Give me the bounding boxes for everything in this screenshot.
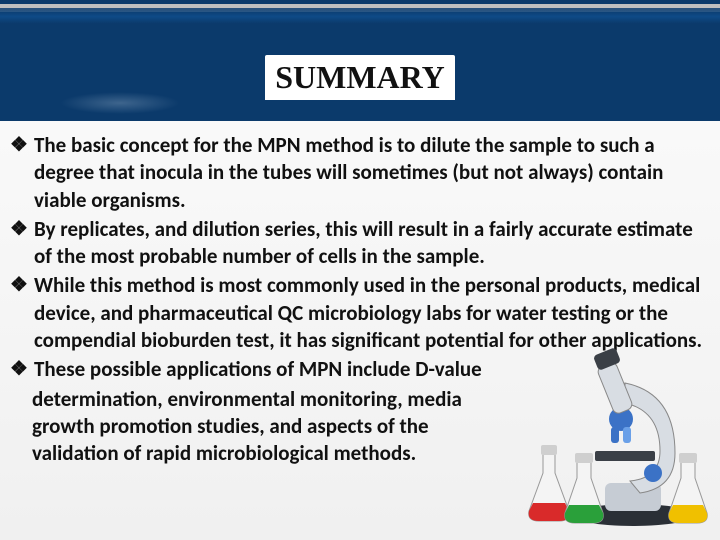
diamond-bullet-icon: ❖	[10, 272, 34, 299]
bullet-item: ❖ The basic concept for the MPN method i…	[10, 132, 710, 214]
microscope-icon	[525, 333, 710, 528]
header-accent-line	[0, 4, 720, 8]
flask-green	[565, 453, 604, 523]
diamond-bullet-icon: ❖	[10, 132, 34, 159]
slide-header: SUMMARY	[0, 0, 720, 121]
bullet-text: By replicates, and dilution series, this…	[34, 216, 710, 271]
slide-title: SUMMARY	[265, 55, 455, 100]
bullet-item: ❖ By replicates, and dilution series, th…	[10, 216, 710, 271]
title-container: SUMMARY	[0, 0, 720, 100]
microscope-illustration	[525, 333, 710, 528]
diamond-bullet-icon: ❖	[10, 216, 34, 243]
header-glow	[60, 92, 180, 114]
diamond-bullet-icon: ❖	[10, 356, 34, 383]
bullet-text: The basic concept for the MPN method is …	[34, 132, 710, 214]
flask-red	[529, 445, 570, 521]
slide: SUMMARY ❖ The basic concept for the MPN …	[0, 0, 720, 540]
